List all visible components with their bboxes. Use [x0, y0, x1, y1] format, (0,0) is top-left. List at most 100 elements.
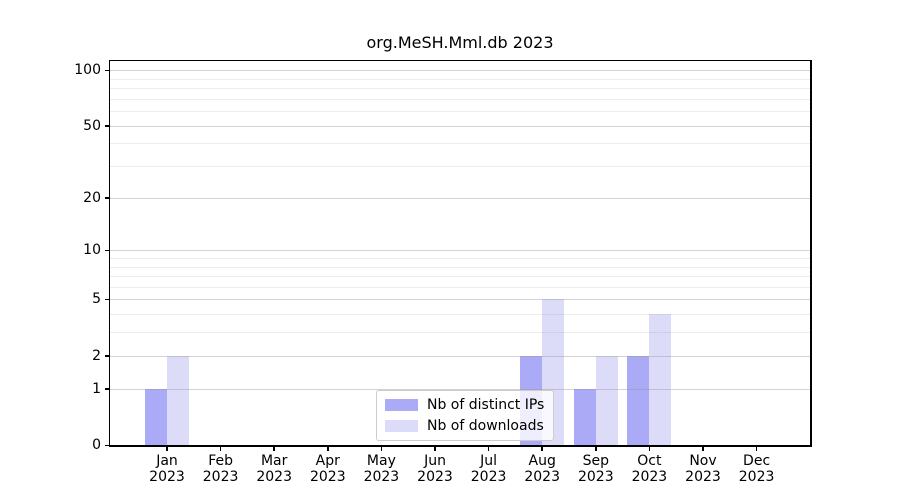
gridline-minor	[110, 143, 810, 145]
gridline-minor	[110, 258, 810, 259]
x-tick-mark	[648, 446, 651, 451]
legend-swatch-distinct-ips-icon	[385, 399, 418, 411]
x-tick-label: Feb 2023	[185, 453, 257, 485]
x-tick-label: May 2023	[345, 453, 417, 485]
x-tick-mark	[273, 446, 275, 451]
gridline-minor	[110, 276, 810, 278]
y-tick-label: 5	[92, 291, 101, 308]
y-tick-mark	[104, 444, 109, 446]
x-tick-year: 2023	[363, 469, 400, 485]
bar-downloads-sep	[595, 355, 618, 445]
x-tick-year: 2023	[524, 469, 560, 485]
legend-item: Nb of distinct IPs	[385, 397, 544, 413]
gridline-minor	[110, 98, 810, 100]
x-tick-month: Mar	[260, 453, 288, 469]
x-tick-mark	[219, 446, 222, 451]
bar-distinct-ips-jan	[145, 388, 167, 445]
x-tick-label: Jun 2023	[399, 453, 471, 485]
x-axis-line	[108, 445, 812, 447]
gridline-minor	[110, 286, 810, 288]
y-axis-line	[108, 61, 110, 447]
top-spine	[108, 59, 812, 61]
x-tick-mark	[327, 446, 329, 451]
gridline-major	[110, 250, 810, 252]
gridline-minor	[110, 78, 810, 80]
x-tick-year: 2023	[470, 469, 507, 485]
bar-distinct-ips-sep	[573, 388, 596, 445]
x-tick-year: 2023	[202, 469, 239, 485]
x-tick-mark	[434, 446, 436, 451]
chart-title: org.MeSH.Mml.db 2023	[366, 33, 554, 52]
x-tick-mark	[755, 446, 758, 451]
y-tick-label: 50	[83, 117, 101, 134]
x-tick-month: Apr	[315, 453, 340, 469]
x-tick-year: 2023	[417, 469, 453, 485]
y-tick-label: 100	[74, 62, 101, 79]
y-tick-mark	[104, 388, 109, 390]
x-tick-year: 2023	[577, 469, 614, 485]
x-tick-month: Oct	[637, 453, 662, 469]
y-tick-mark	[104, 298, 109, 301]
gridline-major	[110, 355, 810, 357]
gridline-minor	[110, 314, 810, 316]
x-tick-mark	[595, 446, 597, 451]
x-tick-month: May	[366, 453, 396, 469]
y-tick-label: 10	[83, 242, 101, 259]
x-tick-label: Nov 2023	[667, 453, 739, 485]
plot-area: Nb of distinct IPs Nb of downloads	[110, 61, 810, 445]
x-tick-month: Jul	[480, 453, 498, 469]
x-tick-label: Jul 2023	[453, 453, 525, 485]
legend-label-distinct-ips: Nb of distinct IPs	[427, 397, 545, 413]
gridline-major	[110, 388, 810, 390]
gridline-minor	[110, 166, 810, 168]
y-tick-mark	[104, 249, 109, 252]
x-tick-label: Jan 2023	[131, 453, 203, 485]
x-tick-year: 2023	[631, 469, 668, 485]
bar-downloads-jan	[167, 355, 189, 445]
legend-swatch-downloads-icon	[385, 420, 418, 432]
bar-downloads-oct	[649, 314, 672, 445]
x-tick-mark	[541, 446, 543, 451]
x-tick-month: Feb	[208, 453, 233, 469]
y-tick-mark	[104, 69, 109, 72]
x-tick-mark	[380, 446, 383, 451]
bar-distinct-ips-oct	[627, 355, 650, 445]
y-tick-label: 2	[92, 347, 101, 364]
gridline-major	[110, 299, 810, 301]
x-tick-label: Oct 2023	[613, 453, 685, 485]
x-tick-month: Nov	[689, 453, 717, 469]
x-tick-month: Jan	[156, 453, 178, 469]
x-tick-year: 2023	[309, 469, 346, 485]
x-tick-label: Apr 2023	[292, 453, 364, 485]
y-tick-label: 1	[92, 380, 101, 397]
right-spine	[810, 61, 812, 447]
x-tick-month: Dec	[743, 453, 771, 469]
x-tick-label: Dec 2023	[721, 453, 793, 485]
x-tick-mark	[702, 446, 704, 451]
x-tick-label: Mar 2023	[238, 453, 310, 485]
x-tick-month: Sep	[582, 453, 609, 469]
gridline-major	[110, 70, 810, 72]
gridline-minor	[110, 266, 810, 268]
gridline-minor	[110, 88, 810, 90]
y-tick-label: 20	[83, 189, 101, 206]
gridline-major	[110, 125, 810, 127]
gridline-minor	[110, 332, 810, 334]
y-tick-mark	[104, 125, 109, 127]
x-tick-year: 2023	[685, 469, 721, 485]
gridline-major	[110, 197, 810, 199]
x-tick-mark	[487, 446, 490, 451]
x-tick-mark	[166, 446, 168, 451]
y-tick-mark	[104, 355, 109, 357]
x-tick-label: Aug 2023	[506, 453, 578, 485]
x-tick-year: 2023	[256, 469, 292, 485]
legend-label-downloads: Nb of downloads	[427, 418, 544, 434]
x-tick-year: 2023	[738, 469, 775, 485]
y-tick-label: 0	[92, 437, 101, 453]
x-tick-month: Aug	[528, 453, 556, 469]
y-tick-mark	[104, 197, 109, 199]
gridline-minor	[110, 111, 810, 113]
x-tick-label: Sep 2023	[560, 453, 632, 485]
x-tick-year: 2023	[149, 469, 185, 485]
